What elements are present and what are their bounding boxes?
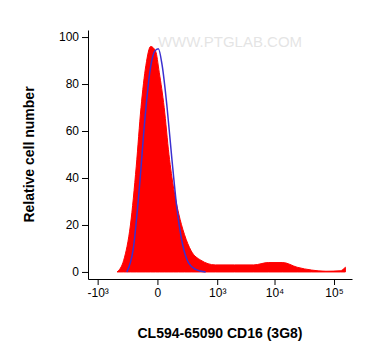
x-tick-mark [157,279,158,285]
y-tick: 100 [59,30,88,44]
y-tick-mark [82,178,88,179]
x-tick: 0 [155,279,162,300]
y-tick-label: 20 [66,218,80,232]
y-tick-mark [82,225,88,226]
x-tick: 10⁵ [325,279,343,300]
histogram-line [127,49,206,272]
x-axis: -10³ 0 10³ 10⁴ 10⁵ [87,279,352,300]
x-tick-label: 10³ [209,286,226,300]
x-axis-title: CL594-65090 CD16 (3G8) [138,325,303,341]
y-tick-label: 80 [66,77,80,91]
y-tick-mark [82,131,88,132]
chart: -10³ 0 10³ 10⁴ 10⁵ 0 20 40 60 80 100 CL594-65090 CD… [0,0,365,360]
y-axis-title: Relative cell number [21,86,37,223]
y-tick: 60 [66,124,88,138]
histogram-area [117,46,345,272]
y-tick-label: 100 [59,30,79,44]
y-tick: 0 [72,265,88,279]
x-tick-label: 10⁴ [266,286,285,300]
watermark: WWW.PTGLAB.COM [158,33,302,50]
x-axis-line [89,279,353,280]
y-tick: 40 [66,171,88,185]
y-tick-label: 0 [72,265,79,279]
plot-area [117,46,345,272]
y-tick-label: 40 [66,171,80,185]
y-axis: 0 20 40 60 80 100 [59,30,89,279]
x-tick: 10⁴ [266,279,285,300]
y-tick-mark [82,84,88,85]
x-tick-mark [275,279,276,285]
y-tick: 80 [66,77,88,91]
x-tick-label: 10⁵ [325,286,343,300]
x-tick: 10³ [209,279,226,300]
x-tick: -10³ [87,279,108,300]
x-tick-mark [334,279,335,285]
x-tick-label: 0 [155,286,162,300]
y-tick-label: 60 [66,124,80,138]
y-axis-line [88,31,89,280]
x-tick-mark [98,279,99,285]
x-tick-label: -10³ [87,286,108,300]
x-tick-mark [217,279,218,285]
y-tick-mark [82,37,88,38]
y-tick: 20 [66,218,88,232]
y-tick-mark [82,272,88,273]
